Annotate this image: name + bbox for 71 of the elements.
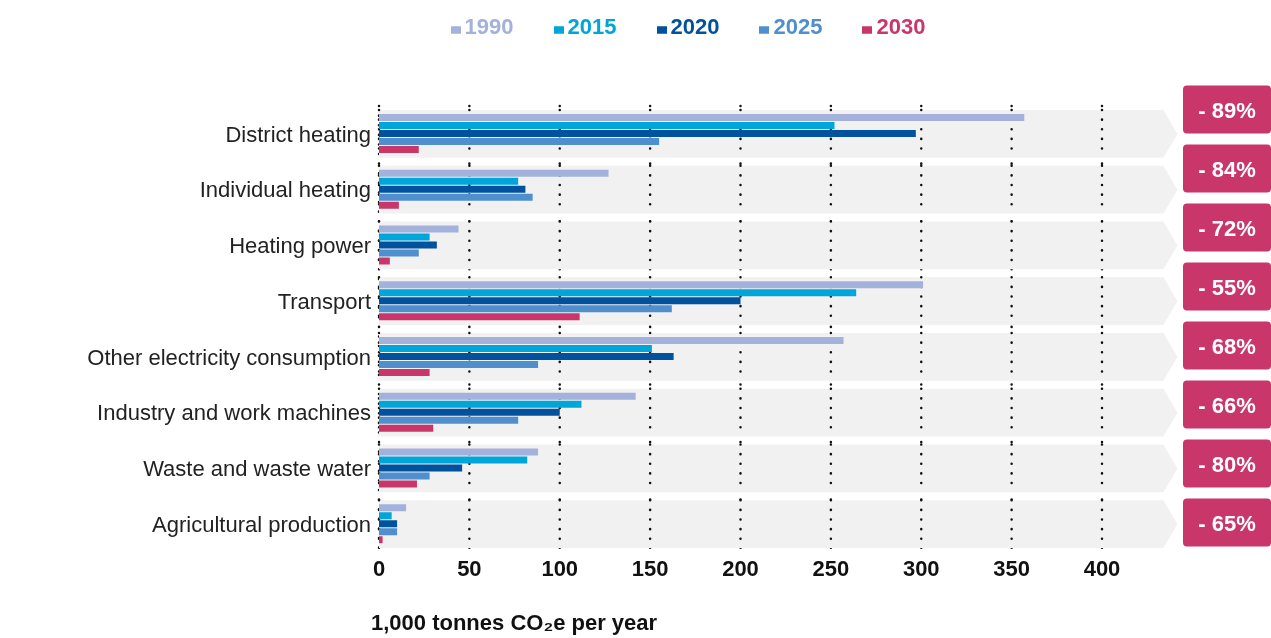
- bar: [379, 313, 580, 321]
- bar: [379, 528, 398, 536]
- bar: [379, 177, 519, 185]
- bar: [379, 536, 383, 544]
- bar: [379, 130, 916, 137]
- bar: [379, 392, 636, 400]
- bar: [379, 297, 741, 305]
- x-tick-label: 200: [722, 555, 759, 581]
- y-tick-label: Agricultural production: [152, 511, 371, 537]
- bar: [379, 225, 459, 233]
- text: - 68%: [1198, 333, 1256, 359]
- legend-label: 2030: [876, 14, 926, 39]
- bar: [379, 361, 539, 368]
- y-tick-label: District heating: [225, 121, 371, 147]
- x-tick-label: 0: [372, 555, 386, 581]
- x-tick-label: 350: [993, 555, 1030, 581]
- bar: [379, 114, 1025, 121]
- bar: [379, 233, 430, 241]
- bar: [379, 456, 528, 464]
- legend-label: 2025: [773, 14, 823, 39]
- text: - 84%: [1198, 156, 1256, 182]
- bar: [379, 146, 419, 153]
- bar: [379, 520, 398, 528]
- bar: [379, 249, 419, 257]
- text: - 66%: [1198, 392, 1256, 418]
- x-tick-label: 100: [541, 555, 579, 581]
- bar: [379, 504, 407, 512]
- x-tick-label: 300: [902, 555, 940, 581]
- text: - 65%: [1198, 510, 1256, 536]
- legend-label: 2020: [670, 14, 720, 39]
- bar: [379, 185, 526, 193]
- x-tick-label: 50: [457, 555, 482, 581]
- y-tick-label: Transport: [277, 288, 371, 314]
- y-tick-label: Other electricity consumption: [87, 344, 371, 370]
- bar: [379, 512, 392, 520]
- text: - 80%: [1198, 451, 1256, 477]
- text: - 72%: [1198, 215, 1256, 241]
- y-tick-label: Industry and work machines: [97, 400, 371, 426]
- bar: [379, 448, 539, 456]
- text: - 55%: [1198, 274, 1256, 300]
- bar: [379, 281, 924, 289]
- bar: [379, 472, 430, 480]
- x-tick-label: 250: [812, 555, 850, 581]
- x-tick-label: 150: [631, 555, 669, 581]
- y-tick-label: Individual heating: [199, 177, 371, 203]
- text: - 89%: [1198, 97, 1256, 123]
- bar: [379, 305, 672, 313]
- x-tick-label: 400: [1083, 555, 1121, 581]
- bar: [379, 122, 835, 129]
- legend-label: 2015: [567, 14, 617, 39]
- bar: [379, 257, 390, 265]
- bar: [379, 138, 660, 145]
- x-axis-title: 1,000 tonnes CO₂e per year: [371, 610, 658, 635]
- bar: [379, 416, 519, 424]
- bar: [379, 369, 430, 376]
- bar: [379, 353, 674, 360]
- bar: [379, 169, 609, 177]
- y-tick-label: Waste and waste water: [143, 456, 371, 482]
- bar: [379, 337, 844, 344]
- bar: [379, 193, 533, 201]
- bar: [379, 408, 560, 416]
- bar: [379, 241, 437, 249]
- bar: [379, 424, 434, 432]
- bar: [379, 289, 857, 297]
- bar: [379, 345, 652, 352]
- legend-label: 1990: [464, 14, 514, 39]
- y-tick-label: Heating power: [229, 233, 371, 259]
- bar: [379, 480, 417, 488]
- bar: [379, 201, 399, 209]
- bar: [379, 400, 582, 408]
- bar: [379, 464, 463, 472]
